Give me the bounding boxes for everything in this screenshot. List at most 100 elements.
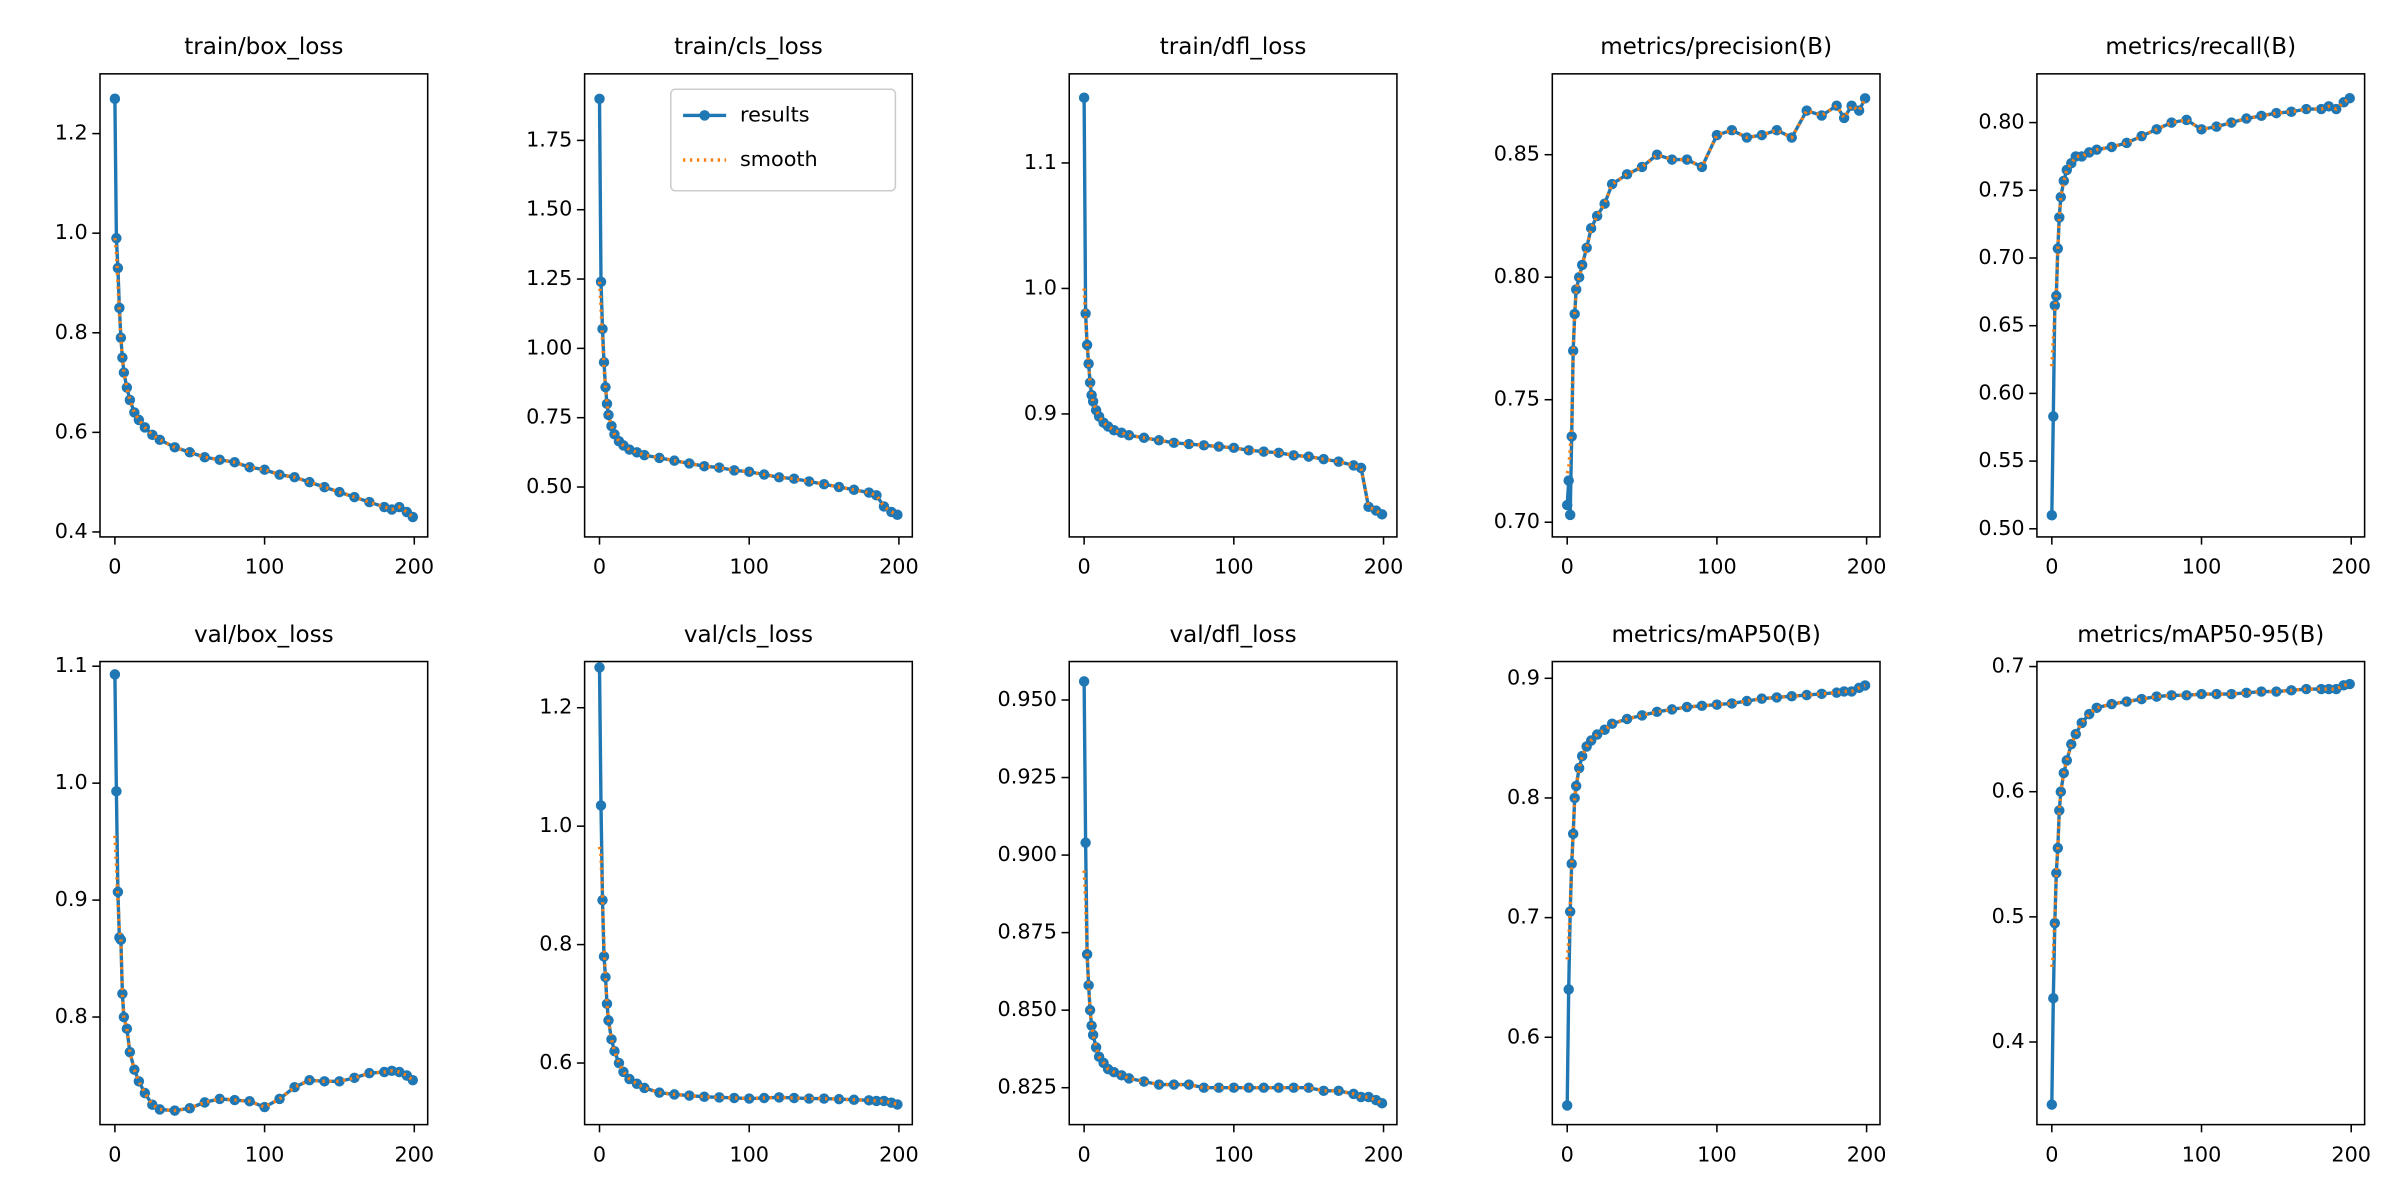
results-marker (1228, 1082, 1240, 1093)
axes-frame (1068, 73, 1398, 538)
results-line (1565, 683, 1866, 1106)
subplot-title: val/box_loss (194, 622, 334, 648)
y-tick-label: 0.85 (1494, 142, 1540, 166)
results-marker (1243, 445, 1255, 456)
axes-frame (583, 660, 914, 1126)
results-marker (2091, 702, 2102, 714)
results-marker (2051, 867, 2062, 879)
y-tick-label: 1.2 (539, 695, 572, 719)
results-marker (1258, 446, 1269, 457)
smooth-line (2050, 96, 2351, 367)
results-marker (788, 1092, 800, 1104)
x-tick-label: 200 (2331, 555, 2371, 579)
subplot-title: metrics/precision(B) (1600, 34, 1832, 60)
results-marker (1564, 509, 1576, 521)
y-tick-label: 1.0 (1024, 275, 1057, 299)
results-marker (1838, 112, 1850, 124)
subplot-title: metrics/mAP50-95(B) (2077, 622, 2324, 648)
y-tick-label: 0.50 (526, 474, 572, 498)
results-marker (654, 452, 665, 464)
results-marker (1153, 435, 1165, 446)
x-tick-label: 0 (593, 555, 606, 579)
results-marker (2070, 728, 2082, 740)
results-marker (699, 1091, 710, 1103)
legend-box (670, 88, 897, 192)
results-marker (1566, 431, 1577, 442)
smooth-line (597, 281, 899, 517)
results-marker (364, 1067, 375, 1079)
results-marker (407, 1074, 419, 1086)
results-marker (118, 367, 130, 378)
results-marker (714, 1092, 725, 1103)
x-tick-label: 200 (1847, 1142, 1887, 1166)
results-marker (2271, 107, 2282, 119)
results-line (1565, 97, 1867, 515)
axes-frame (2036, 660, 2366, 1126)
results-marker (1581, 242, 1592, 254)
y-tick-label: 0.8 (55, 320, 88, 344)
results-marker (1198, 440, 1210, 451)
results-marker (2286, 106, 2297, 117)
x-tick-label: 200 (879, 1142, 919, 1166)
y-tick-label: 1.00 (526, 335, 572, 359)
y-tick-label: 0.875 (998, 920, 1057, 944)
x-tick-label: 200 (2331, 1142, 2371, 1166)
results-marker (1569, 792, 1580, 804)
results-marker (1570, 284, 1582, 295)
results-marker (2226, 688, 2237, 700)
results-marker (1573, 271, 1585, 283)
results-marker (2136, 130, 2147, 142)
results-marker (2136, 693, 2147, 705)
subplot-title: val/dfl_loss (1169, 622, 1296, 648)
y-tick-label: 0.4 (1992, 1029, 2025, 1053)
results-line (597, 667, 898, 1107)
smooth-line (113, 238, 414, 519)
results-marker (892, 1099, 903, 1110)
subplot-title: metrics/recall(B) (2105, 34, 2296, 60)
results-marker (598, 951, 610, 962)
results-marker (1087, 396, 1099, 407)
y-tick-label: 0.80 (1494, 264, 1540, 288)
axes-frame (1551, 73, 1881, 538)
results-marker (1080, 837, 1091, 848)
x-tick-label: 0 (1561, 1142, 1574, 1166)
results-marker (274, 1093, 285, 1105)
results-marker (1086, 1020, 1097, 1031)
results-marker (606, 1034, 617, 1045)
results-marker (1078, 92, 1090, 103)
results-marker (601, 998, 613, 1010)
x-tick-label: 200 (394, 555, 434, 579)
x-tick-label: 0 (2045, 555, 2058, 579)
results-marker (1651, 706, 1663, 718)
x-tick-label: 0 (2045, 1142, 2058, 1166)
results-marker (1198, 1082, 1210, 1093)
y-tick-label: 0.7 (1992, 654, 2025, 678)
results-marker (1711, 699, 1723, 710)
results-marker (154, 1104, 166, 1115)
y-tick-label: 0.825 (998, 1075, 1057, 1099)
results-marker (1355, 1091, 1367, 1103)
x-tick-label: 100 (245, 1142, 285, 1166)
axes-frame (1068, 660, 1398, 1126)
results-marker (618, 1066, 629, 1078)
y-tick-label: 0.6 (55, 419, 88, 443)
results-marker (2055, 786, 2067, 797)
results-marker (109, 669, 121, 680)
results-marker (2301, 103, 2312, 115)
smooth-line (597, 846, 898, 1107)
results-marker (743, 466, 755, 477)
results-marker (1621, 169, 1633, 180)
y-tick-label: 0.55 (1978, 448, 2024, 472)
x-tick-label: 100 (2182, 1142, 2222, 1166)
results-marker (1801, 689, 1812, 701)
y-tick-label: 1.2 (55, 121, 88, 145)
results-marker (1288, 1082, 1299, 1093)
results-marker (1566, 858, 1577, 869)
results-marker (600, 971, 611, 983)
smooth-line (2050, 682, 2351, 968)
results-marker (1636, 710, 1648, 721)
results-marker (2166, 690, 2177, 701)
legend-label: results (740, 102, 810, 126)
results-marker (2151, 691, 2162, 702)
results-marker (121, 1023, 133, 1034)
